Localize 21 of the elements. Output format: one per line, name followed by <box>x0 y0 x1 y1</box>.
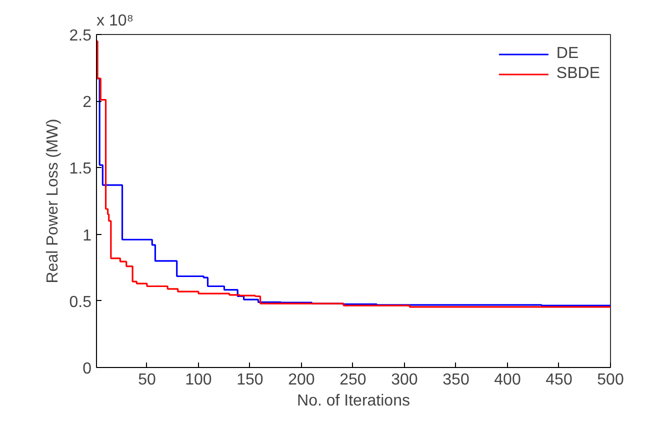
x-tick-label: 150 <box>236 372 264 388</box>
x-tick-label: 50 <box>138 372 156 388</box>
text: x 10⁸ <box>96 12 134 30</box>
x-tick-label: 500 <box>597 372 624 388</box>
y-axis-title: Real Power Loss (MW) <box>44 118 62 284</box>
x-tick-label: 350 <box>442 372 470 388</box>
x-tick-label: 100 <box>185 372 212 388</box>
y-tick-label: 1.5 <box>69 160 92 178</box>
x-tick-label: 450 <box>546 372 572 388</box>
y-tick-label: 2.5 <box>69 28 92 44</box>
x-tick-label: 200 <box>288 372 315 388</box>
x-tick-label: 300 <box>391 372 418 388</box>
y-tick-label: 2 <box>82 94 92 112</box>
x-tick-label: 400 <box>494 372 521 388</box>
x-tick-label: 250 <box>340 372 366 388</box>
y-tick-label: 0.5 <box>69 294 92 311</box>
y-tick-label: 0 <box>82 360 92 378</box>
legend-label: SBDE <box>556 65 600 83</box>
legend-label: DE <box>556 45 579 63</box>
y-tick-label: 1 <box>82 227 92 244</box>
x-axis-title: No. of Iterations <box>297 392 410 410</box>
